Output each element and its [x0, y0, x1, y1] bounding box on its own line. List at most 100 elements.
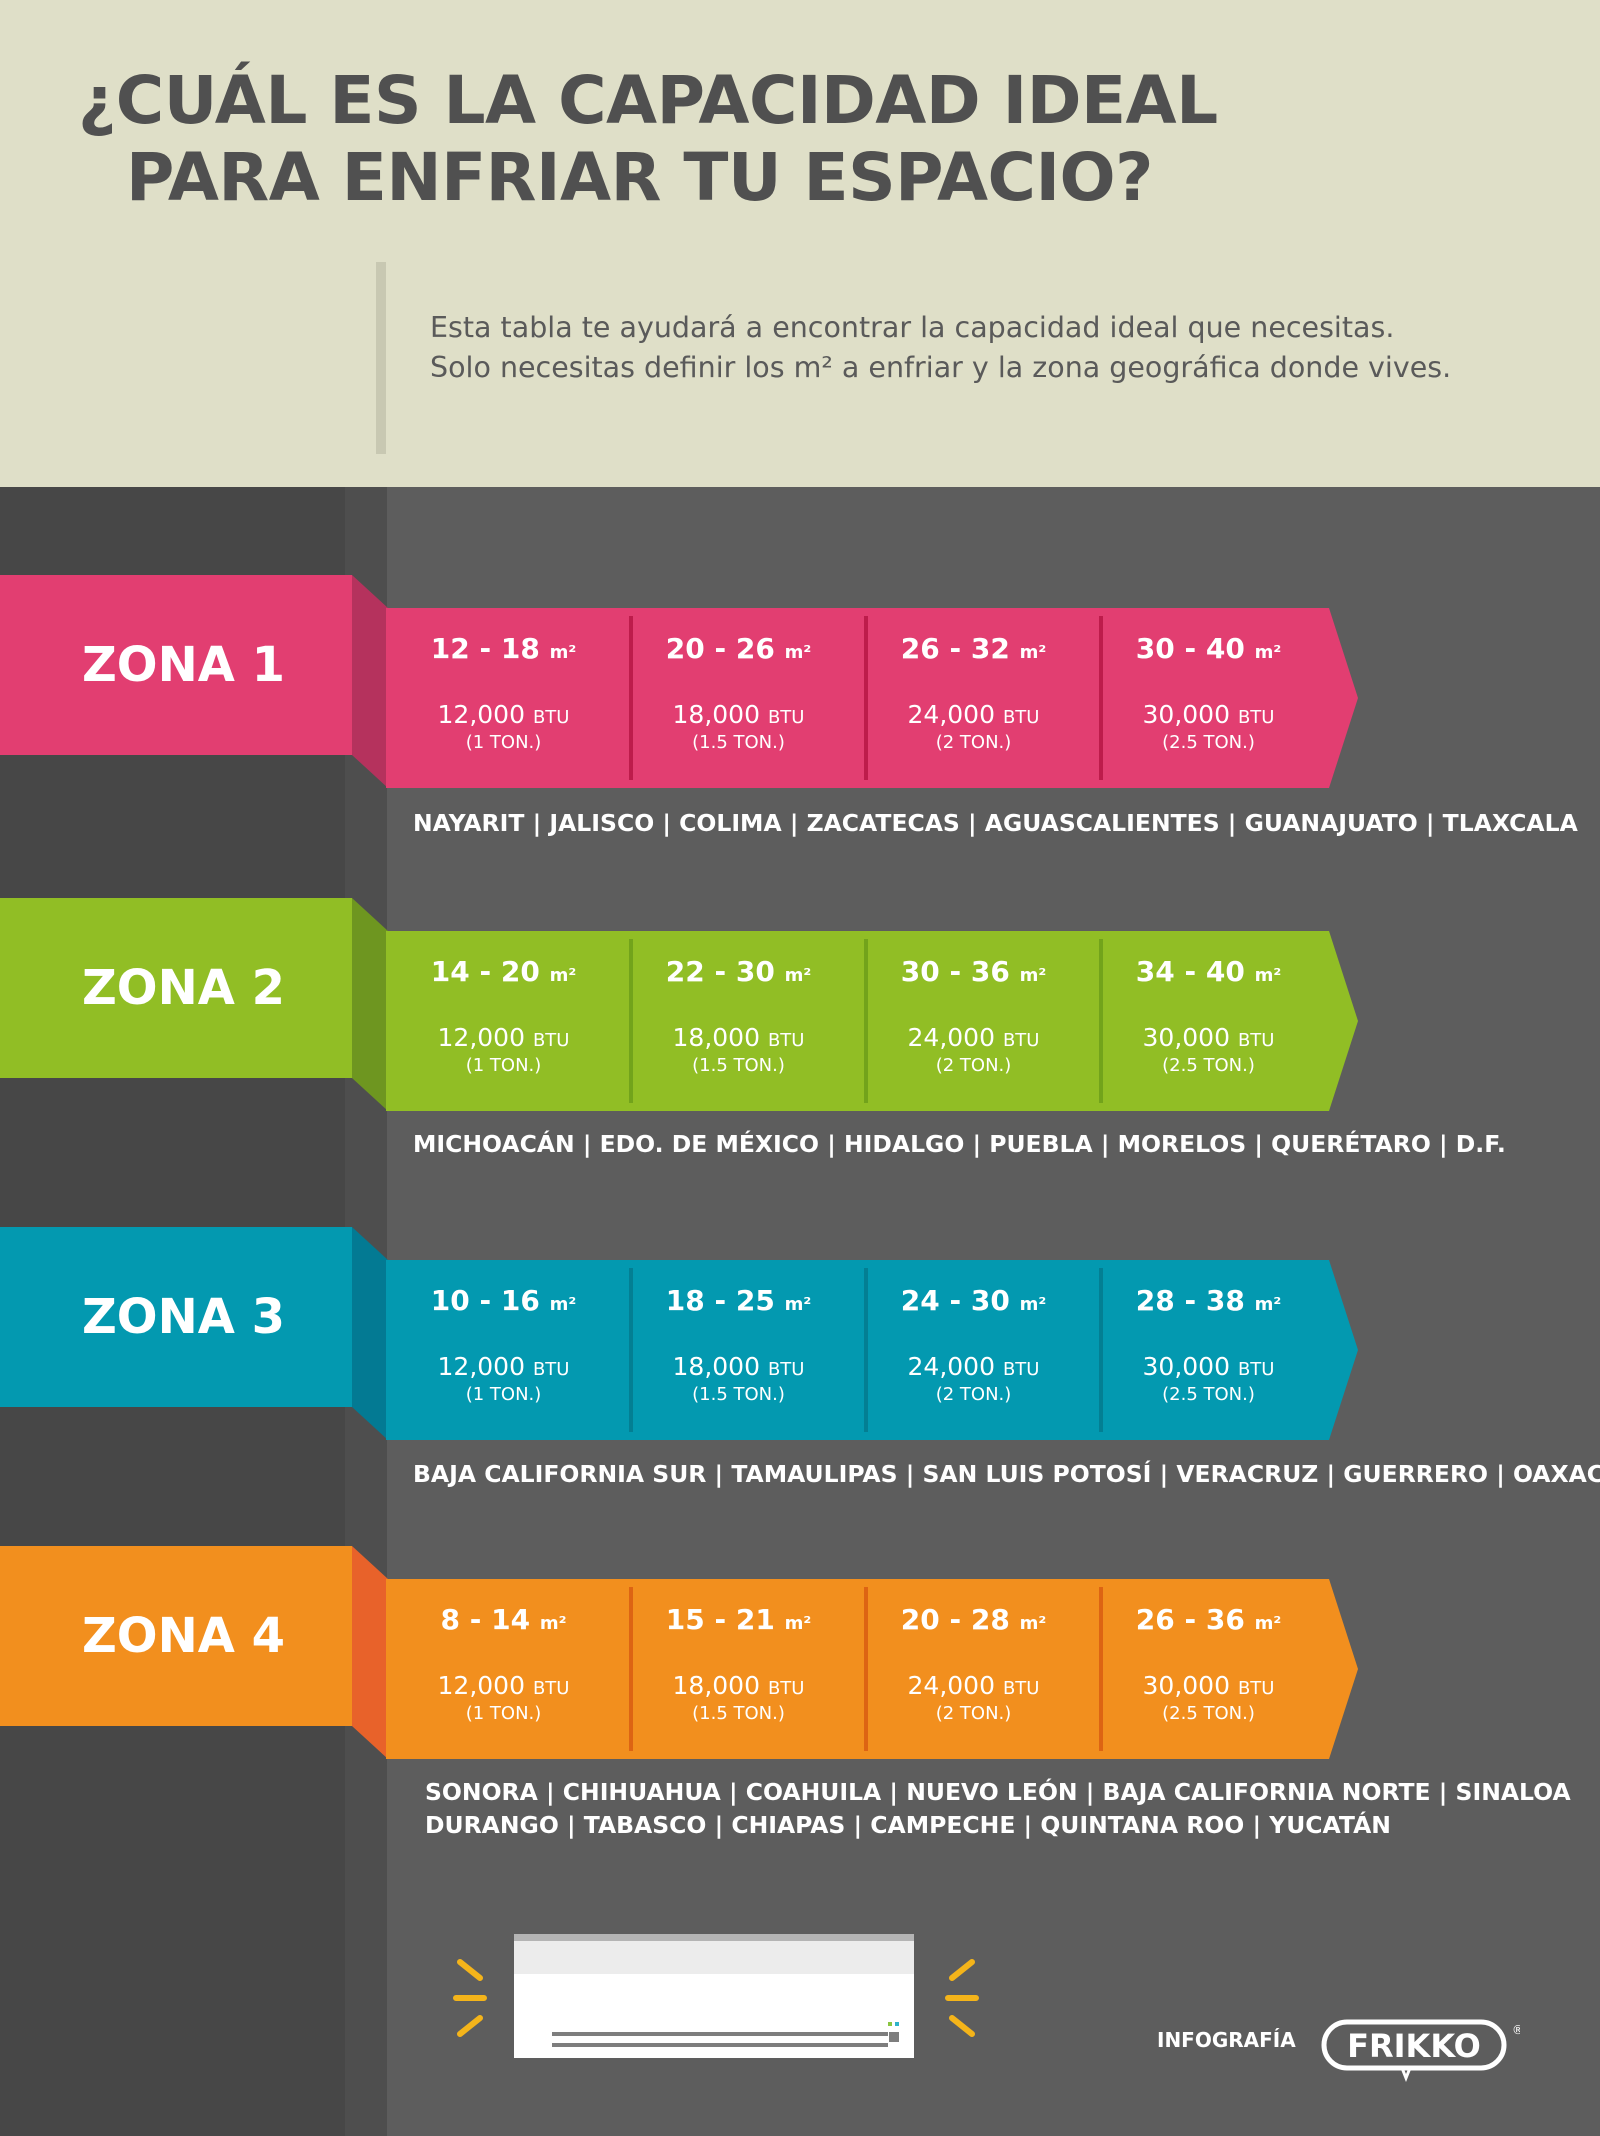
area-range-value: 15 - 21	[665, 1603, 775, 1636]
cell-separator	[629, 939, 633, 1103]
logo-outline	[1321, 2019, 1507, 2071]
btu-unit: BTU	[1237, 1678, 1275, 1699]
title-line-1: ¿CUÁL ES LA CAPACIDAD IDEAL	[78, 62, 1218, 139]
area-range-value: 8 - 14	[440, 1603, 531, 1636]
btu-unit: BTU	[532, 707, 570, 728]
area-range-value: 20 - 28	[900, 1603, 1010, 1636]
area-unit: m²	[1254, 965, 1282, 986]
ac-vent-line	[552, 2043, 888, 2047]
btu-value: 12,000	[437, 1352, 525, 1381]
ac-led-blue	[895, 2022, 899, 2026]
zone-label-text: ZONA 2	[82, 960, 286, 1016]
btu-value: 18,000	[672, 1671, 760, 1700]
intro-line-2: Solo necesitas definir los m² a enfriar …	[430, 351, 1452, 385]
btu-capacity: 18,000 BTU	[621, 1671, 856, 1700]
tonnage: (2 TON.)	[935, 732, 1012, 753]
area-range-value: 28 - 38	[1135, 1284, 1245, 1317]
capacity-cell: 20 - 28 m² 24,000 BTU (2 TON.)	[856, 1579, 1091, 1759]
btu-value: 12,000	[437, 700, 525, 729]
intro-line-1: Esta tabla te ayudará a encontrar la cap…	[430, 311, 1395, 344]
btu-unit: BTU	[1002, 1678, 1040, 1699]
btu-value: 30,000	[1142, 1671, 1230, 1700]
capacity-cell: 8 - 14 m² 12,000 BTU (1 TON.)	[386, 1579, 621, 1759]
btu-capacity: 24,000 BTU	[856, 1352, 1091, 1381]
btu-unit: BTU	[532, 1359, 570, 1380]
logo-text: FRIKKO	[1347, 2027, 1481, 2065]
title-line-2: PARA ENFRIAR TU ESPACIO?	[126, 139, 1153, 217]
ac-vent-line	[552, 2032, 888, 2036]
zone-label-text: ZONA 1	[82, 637, 286, 693]
zone-ribbon-fold	[352, 575, 388, 788]
area-range: 20 - 26 m²	[621, 632, 856, 665]
tonnage: (2 TON.)	[935, 1703, 1012, 1724]
zone-states-line: NAYARIT | JALISCO | COLIMA | ZACATECAS |…	[413, 809, 1578, 837]
zone-states-line: MICHOACÁN | EDO. DE MÉXICO | HIDALGO | P…	[413, 1130, 1506, 1158]
tonnage: (1 TON.)	[465, 732, 542, 753]
btu-capacity: 30,000 BTU	[1091, 1352, 1326, 1381]
area-range: 22 - 30 m²	[621, 955, 856, 988]
btu-capacity: 24,000 BTU	[856, 700, 1091, 729]
btu-value: 24,000	[907, 1352, 995, 1381]
zone-label-text: ZONA 3	[82, 1289, 286, 1345]
area-range: 30 - 40 m²	[1091, 632, 1326, 665]
cell-separator	[1099, 1587, 1103, 1751]
btu-value: 18,000	[672, 700, 760, 729]
btu-value: 12,000	[437, 1023, 525, 1052]
area-range: 8 - 14 m²	[386, 1603, 621, 1636]
capacity-cell: 26 - 32 m² 24,000 BTU (2 TON.)	[856, 608, 1091, 788]
logo-registered: ®	[1512, 2023, 1520, 2037]
area-range-value: 12 - 18	[430, 632, 540, 665]
area-range: 14 - 20 m²	[386, 955, 621, 988]
cell-separator	[1099, 939, 1103, 1103]
btu-capacity: 12,000 BTU	[386, 700, 621, 729]
cell-separator	[864, 1268, 868, 1432]
btu-value: 30,000	[1142, 1023, 1230, 1052]
zone-states-line: BAJA CALIFORNIA SUR | TAMAULIPAS | SAN L…	[413, 1460, 1600, 1488]
area-unit: m²	[784, 1294, 812, 1315]
cell-separator	[1099, 1268, 1103, 1432]
area-range: 15 - 21 m²	[621, 1603, 856, 1636]
ac-front-panel	[514, 1941, 914, 1974]
capacity-cell: 18 - 25 m² 18,000 BTU (1.5 TON.)	[621, 1260, 856, 1440]
zone-label: ZONA 1	[0, 575, 352, 755]
zone-states: NAYARIT | JALISCO | COLIMA | ZACATECAS |…	[413, 807, 1578, 840]
capacity-cell: 14 - 20 m² 12,000 BTU (1 TON.)	[386, 931, 621, 1111]
capacity-cell: 15 - 21 m² 18,000 BTU (1.5 TON.)	[621, 1579, 856, 1759]
area-range-value: 10 - 16	[430, 1284, 540, 1317]
capacity-cell: 22 - 30 m² 18,000 BTU (1.5 TON.)	[621, 931, 856, 1111]
btu-unit: BTU	[1002, 1030, 1040, 1051]
frikko-logo: FRIKKO ®	[1321, 2019, 1520, 2082]
area-range-value: 34 - 40	[1135, 955, 1245, 988]
btu-unit: BTU	[1002, 1359, 1040, 1380]
area-range-value: 30 - 40	[1135, 632, 1245, 665]
zone-label: ZONA 4	[0, 1546, 352, 1726]
area-unit: m²	[784, 1613, 812, 1634]
tonnage: (1 TON.)	[465, 1384, 542, 1405]
zone-ribbon-fold	[352, 898, 388, 1111]
intro-accent-bar	[376, 262, 386, 454]
capacity-cell: 20 - 26 m² 18,000 BTU (1.5 TON.)	[621, 608, 856, 788]
cell-separator	[1099, 616, 1103, 780]
capacity-cell: 28 - 38 m² 30,000 BTU (2.5 TON.)	[1091, 1260, 1326, 1440]
btu-capacity: 24,000 BTU	[856, 1023, 1091, 1052]
cell-separator	[864, 616, 868, 780]
btu-value: 18,000	[672, 1023, 760, 1052]
tonnage: (1.5 TON.)	[692, 1055, 785, 1076]
tonnage: (1 TON.)	[465, 1055, 542, 1076]
zone-states-line: SONORA | CHIHUAHUA | COAHUILA | NUEVO LE…	[425, 1778, 1571, 1806]
cell-separator	[864, 1587, 868, 1751]
area-range-value: 18 - 25	[665, 1284, 775, 1317]
btu-unit: BTU	[1237, 1359, 1275, 1380]
capacity-cell: 30 - 36 m² 24,000 BTU (2 TON.)	[856, 931, 1091, 1111]
area-unit: m²	[539, 1613, 567, 1634]
area-range: 34 - 40 m²	[1091, 955, 1326, 988]
tonnage: (2 TON.)	[935, 1055, 1012, 1076]
zone-label-text: ZONA 4	[82, 1608, 286, 1664]
capacity-cell: 26 - 36 m² 30,000 BTU (2.5 TON.)	[1091, 1579, 1326, 1759]
zone-ribbon-fold	[352, 1227, 388, 1440]
zone-capacity-band: 8 - 14 m² 12,000 BTU (1 TON.) 15 - 21 m² 18,…	[386, 1579, 1358, 1759]
btu-capacity: 18,000 BTU	[621, 1023, 856, 1052]
zone-states: BAJA CALIFORNIA SUR | TAMAULIPAS | SAN L…	[413, 1458, 1600, 1491]
btu-capacity: 30,000 BTU	[1091, 1023, 1326, 1052]
btu-value: 12,000	[437, 1671, 525, 1700]
